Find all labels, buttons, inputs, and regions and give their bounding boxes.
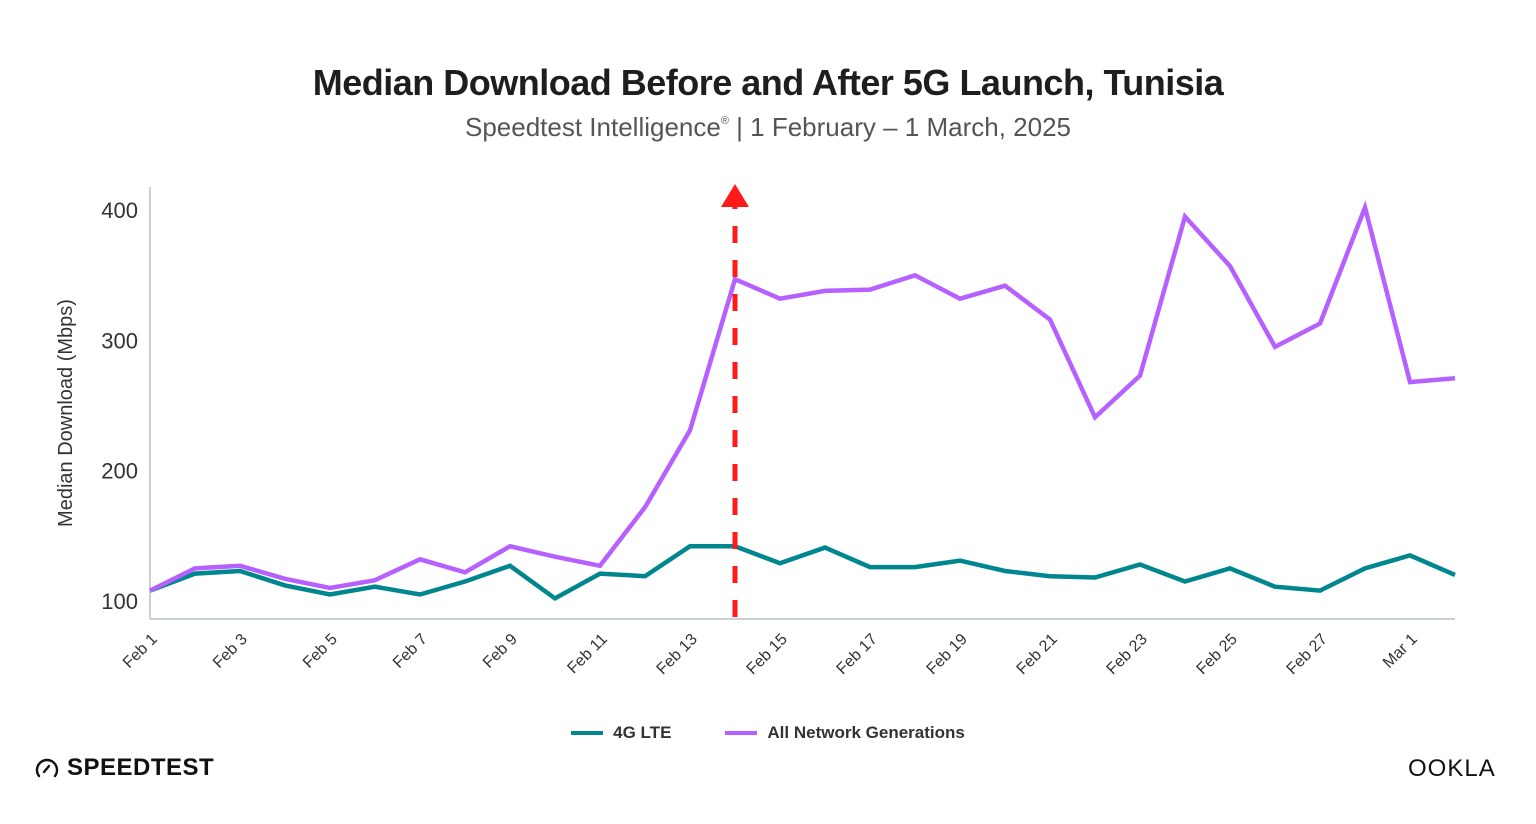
subtitle-range: | 1 February – 1 March, 2025: [728, 112, 1071, 142]
legend-item-all-network[interactable]: All Network Generations: [725, 723, 965, 743]
speedtest-wordmark: SPEEDTEST: [67, 754, 215, 781]
x-tick-label: Feb 3: [210, 631, 251, 672]
chart-subtitle: Speedtest Intelligence® | 1 February – 1…: [0, 112, 1536, 143]
ookla-logo: OOKLA: [1408, 755, 1496, 782]
legend-swatch-4g-lte: [571, 731, 604, 735]
x-tick-label: Feb 15: [744, 631, 791, 678]
x-tick-label: Feb 5: [300, 631, 341, 672]
y-tick-label: 100: [101, 589, 138, 614]
subtitle-source: Speedtest Intelligence: [464, 112, 721, 142]
x-ticks: Feb 1 Feb 3 Feb 5 Feb 7 Feb 9 Feb 11 Feb 13 Feb…: [120, 631, 1421, 678]
x-tick-label: Feb 13: [654, 631, 701, 678]
y-tick-label: 200: [101, 459, 138, 484]
launch-arrowhead: [721, 184, 749, 207]
axes: [149, 187, 1455, 620]
series-line-all-network-generations: [149, 200, 1456, 593]
x-tick-label: Feb 23: [1104, 631, 1151, 678]
x-tick-label: Feb 25: [1194, 631, 1241, 678]
y-tick-label: 300: [101, 328, 138, 353]
y-axis-label: Median Download (Mbps): [55, 299, 77, 527]
x-tick-label: Feb 27: [1284, 631, 1331, 678]
x-tick-label: Mar 1: [1380, 631, 1421, 672]
chart-title: Median Download Before and After 5G Laun…: [312, 62, 1224, 103]
x-tick-label: Feb 19: [924, 631, 971, 678]
speedtest-logo: SPEEDTEST: [35, 754, 214, 782]
series-lines: [149, 200, 1456, 602]
y-tick-label: 400: [101, 198, 138, 223]
speedometer-icon: [35, 758, 59, 778]
registered-mark: ®: [720, 115, 729, 127]
x-tick-label: Feb 1: [120, 631, 161, 672]
legend-swatch-all-network: [725, 731, 758, 735]
legend-label-4g-lte: 4G LTE: [613, 723, 672, 742]
x-tick-label: Feb 17: [834, 631, 881, 678]
legend: 4G LTE All Network Generations: [0, 723, 1536, 743]
x-tick-label: Feb 9: [480, 631, 521, 672]
series-line-4g-lte: [149, 544, 1456, 602]
annotations: [721, 184, 749, 617]
x-tick-label: Feb 11: [564, 631, 610, 677]
x-tick-label: Feb 7: [390, 631, 431, 672]
legend-item-4g-lte[interactable]: 4G LTE: [571, 723, 671, 743]
legend-label-all-network: All Network Generations: [767, 723, 965, 742]
y-ticks: 100 200 300 400: [101, 198, 138, 614]
x-tick-label: Feb 21: [1014, 631, 1061, 678]
